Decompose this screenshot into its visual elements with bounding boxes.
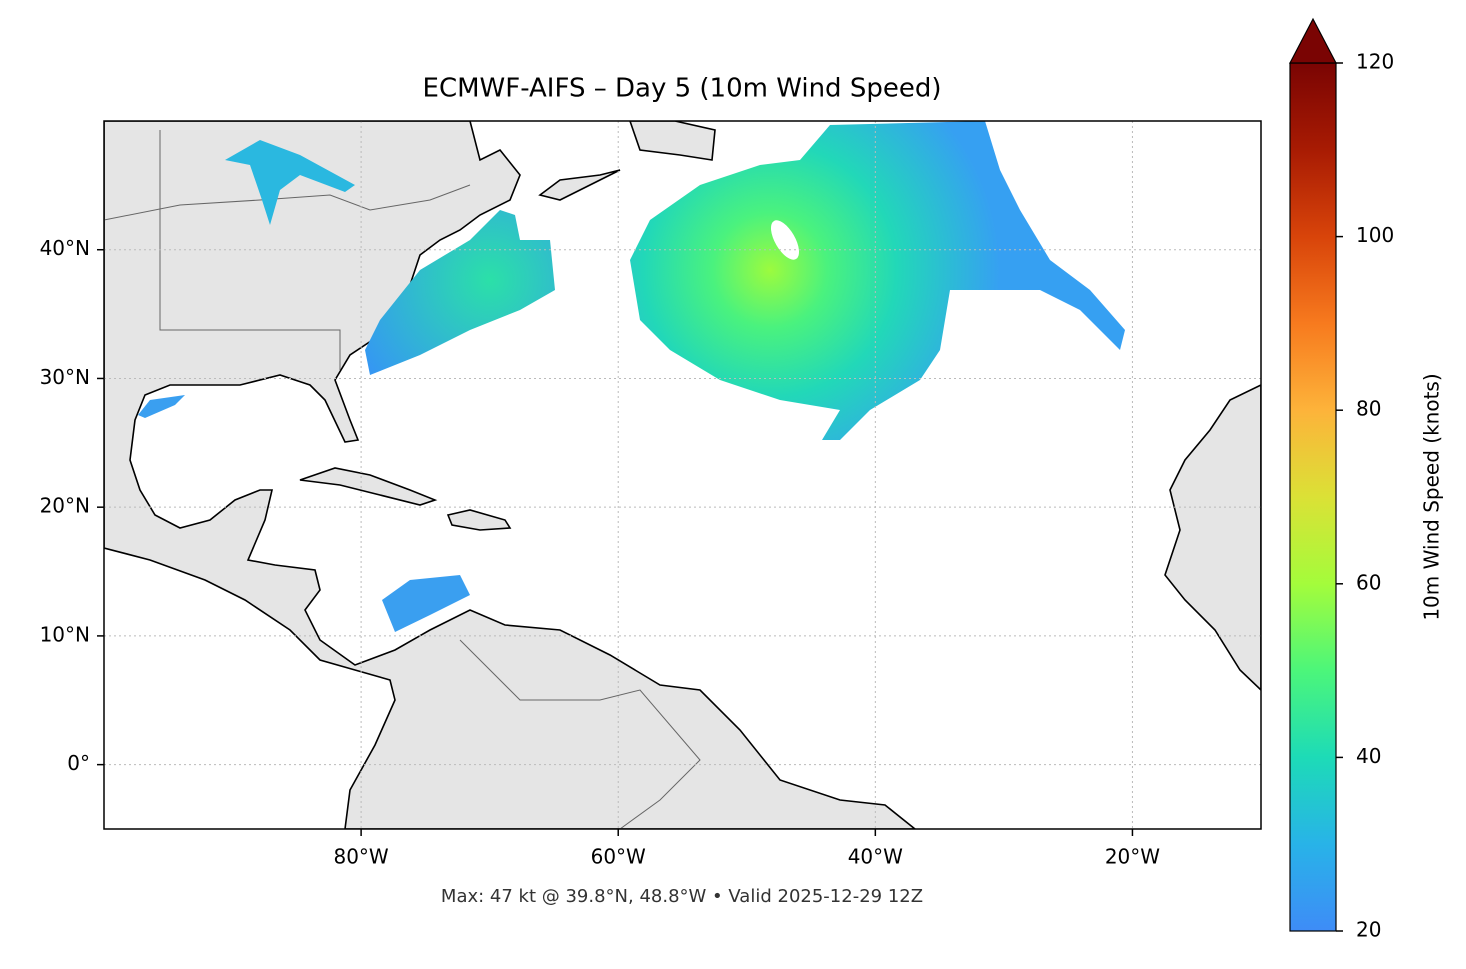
wind-caribbean bbox=[382, 575, 470, 632]
wind-gulf bbox=[138, 395, 185, 418]
colorbar bbox=[1289, 62, 1337, 932]
chart-title: ECMWF-AIFS – Day 5 (10m Wind Speed) bbox=[423, 74, 942, 104]
colorbar-tick-label: 60 bbox=[1356, 570, 1381, 594]
colorbar-tick-label: 80 bbox=[1356, 397, 1381, 421]
y-tick-label: 20°N bbox=[40, 494, 90, 518]
x-tick-label: 60°W bbox=[591, 845, 646, 869]
colorbar-tick-label: 120 bbox=[1356, 50, 1394, 74]
africa bbox=[1164, 384, 1261, 692]
state-lines bbox=[159, 130, 341, 370]
colorbar-tick-label: 100 bbox=[1356, 223, 1394, 247]
storm-eye bbox=[771, 220, 799, 260]
wind-us-coast bbox=[365, 210, 555, 375]
colorbar-extend bbox=[1289, 17, 1337, 64]
wind-lakes bbox=[225, 140, 355, 225]
sa-borders bbox=[459, 639, 701, 829]
y-tick-label: 0° bbox=[67, 751, 90, 775]
footnote: Max: 47 kt @ 39.8°N, 48.8°W • Valid 2025… bbox=[441, 886, 923, 907]
hispaniola bbox=[446, 509, 512, 531]
cuba bbox=[299, 467, 438, 506]
greenland-edge bbox=[629, 121, 716, 161]
colorbar-tick-label: 40 bbox=[1356, 744, 1381, 768]
x-tick-label: 40°W bbox=[848, 845, 903, 869]
map-layers bbox=[104, 121, 1261, 829]
us-border bbox=[104, 184, 471, 221]
x-tick-label: 80°W bbox=[333, 845, 388, 869]
map-frame bbox=[103, 120, 1262, 830]
grid bbox=[104, 121, 1261, 829]
x-tick-label: 20°W bbox=[1105, 845, 1160, 869]
y-tick-label: 40°N bbox=[40, 236, 90, 260]
y-tick-label: 30°N bbox=[40, 365, 90, 389]
y-tick-label: 10°N bbox=[40, 622, 90, 646]
colorbar-tick-label: 20 bbox=[1356, 918, 1381, 942]
newfoundland bbox=[538, 169, 621, 201]
wind-storm bbox=[630, 121, 1125, 440]
colorbar-label: 10m Wind Speed (knots) bbox=[1420, 373, 1444, 620]
